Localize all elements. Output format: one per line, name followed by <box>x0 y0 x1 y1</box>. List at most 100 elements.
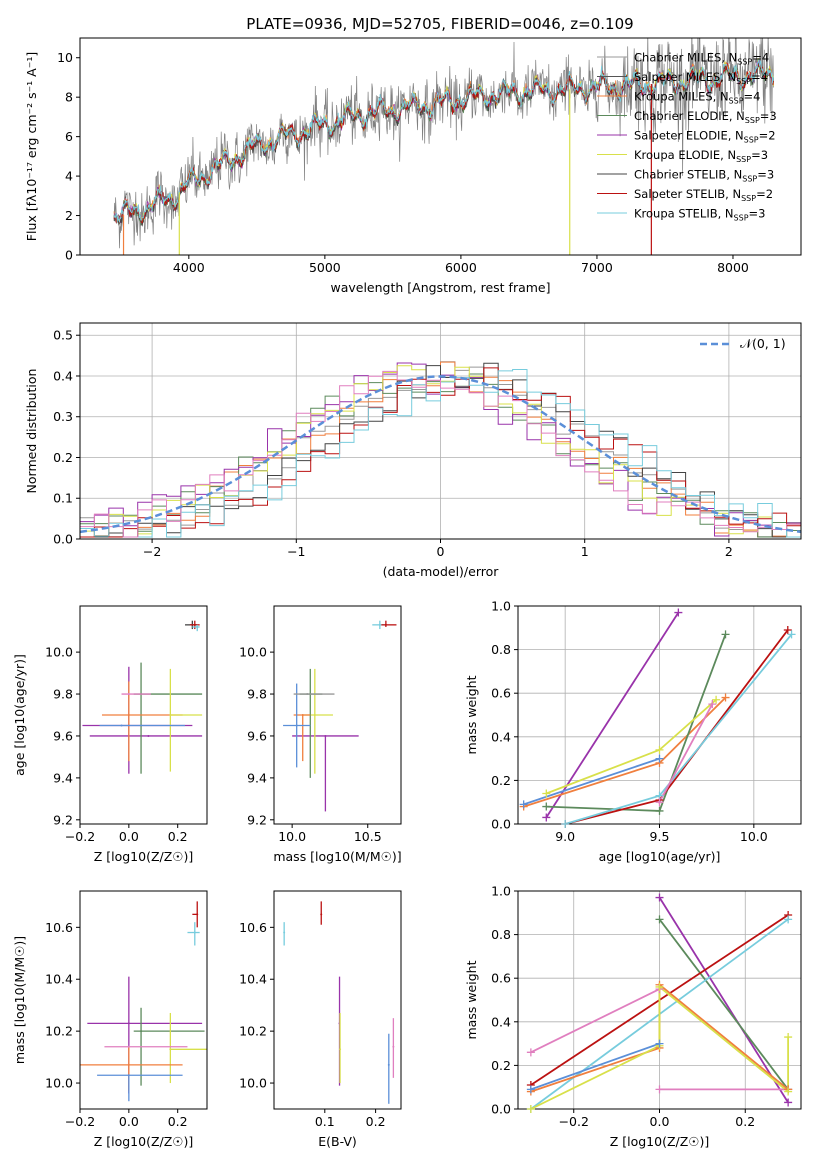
data-point <box>339 1048 342 1051</box>
weight-series-line <box>530 988 660 1054</box>
plus-marker <box>655 754 664 763</box>
y-tick-label: 10.0 <box>45 645 73 660</box>
x-tick-label: 5000 <box>309 260 341 275</box>
x-tick-label: 10.5 <box>354 829 382 844</box>
x-tick-label: −0.2 <box>559 1114 589 1129</box>
x-tick-label: −1 <box>287 544 305 559</box>
data-point <box>320 913 323 916</box>
plus-marker <box>674 608 683 617</box>
y-tick-label: 10.6 <box>239 920 267 935</box>
plus-marker <box>542 789 551 798</box>
model-spectrum-line <box>113 59 774 223</box>
plot-area <box>113 38 774 255</box>
data-point <box>120 724 123 727</box>
data-point <box>127 1063 130 1066</box>
plus-marker <box>787 630 796 639</box>
data-point <box>169 714 172 716</box>
data-point <box>127 693 130 696</box>
plus-marker <box>784 1033 793 1042</box>
plus-marker <box>655 798 664 807</box>
weight-series-line <box>546 633 727 812</box>
x-tick-label: 7000 <box>581 260 613 275</box>
x-tick-label: −2 <box>143 544 161 559</box>
y-axis-label: Normed distribution <box>24 369 39 494</box>
data-point <box>283 931 286 934</box>
weight-series-line <box>545 612 680 818</box>
plot-area <box>80 901 207 1102</box>
extinction-mass-plot: 0.1 0.2 10.0 10.2 10.4 10.6 E(B-V) <box>239 890 402 1149</box>
y-tick-label: 10.6 <box>45 920 73 935</box>
metallicity-mass-plot: −0.2 0.0 0.2 10.0 10.2 10.4 10.6 Z [log10(Z/Z☉)… <box>12 890 208 1149</box>
y-tick-label: 10.4 <box>45 972 73 987</box>
plus-marker <box>542 802 551 811</box>
x-tick-label: 9.0 <box>555 829 575 844</box>
y-tick-label: 9.8 <box>53 687 73 702</box>
data-point <box>295 724 298 727</box>
data-point <box>169 1048 172 1051</box>
x-tick-label: −0.2 <box>65 829 95 844</box>
plus-marker <box>712 695 721 704</box>
x-tick-label: 0.2 <box>735 1114 755 1129</box>
data-point <box>193 931 196 934</box>
y-axis-label: Flux [fλ10⁻¹⁷ erg cm⁻² s⁻¹ A⁻¹] <box>24 52 39 241</box>
x-tick-label: 0 <box>437 544 445 559</box>
y-tick-label: 0 <box>65 248 73 263</box>
weight-series-line <box>564 629 789 824</box>
weight-series-line <box>523 757 660 806</box>
axes-frame <box>79 37 802 256</box>
legend-label: Salpeter STELIB, NSSP=2 <box>634 187 773 203</box>
plus-marker <box>526 1048 535 1057</box>
x-tick-label: 4000 <box>173 260 205 275</box>
y-tick-label: 10.4 <box>239 972 267 987</box>
plus-marker <box>784 1098 793 1107</box>
plot-area <box>82 620 203 774</box>
y-tick-label: 9.2 <box>53 812 73 827</box>
plot-area <box>283 901 395 1104</box>
plus-marker <box>519 800 528 809</box>
x-tick-label: 0.2 <box>168 829 188 844</box>
y-tick-label: 6 <box>65 129 73 144</box>
x-axis-label: age [log10(age/yr)] <box>599 849 721 864</box>
x-tick-label: −0.2 <box>65 1114 95 1129</box>
y-tick-label: 1.0 <box>491 599 511 614</box>
legend-label: Kroupa MILES, NSSP=4 <box>634 90 760 106</box>
x-tick-label: 0.1 <box>315 1114 335 1129</box>
plot-area <box>80 361 801 538</box>
x-tick-label: 8000 <box>717 260 749 275</box>
data-point <box>196 625 199 628</box>
legend-label: Salpeter MILES, NSSP=4 <box>634 70 768 86</box>
data-point <box>127 1074 130 1077</box>
data-point <box>127 1022 130 1025</box>
y-tick-label: 9.8 <box>247 687 267 702</box>
y-tick-label: 0.2 <box>53 450 73 465</box>
plot-area <box>283 620 397 812</box>
plus-marker <box>655 806 664 815</box>
weight-series-line <box>658 918 789 1090</box>
figure-title: PLATE=0936, MJD=52705, FIBERID=0046, z=0… <box>246 15 633 33</box>
y-tick-label: 0.4 <box>53 368 73 383</box>
y-tick-label: 8 <box>65 90 73 105</box>
data-point <box>378 623 381 626</box>
y-tick-label: 0.4 <box>491 729 511 744</box>
plus-marker <box>542 813 551 822</box>
axes-frame <box>273 890 402 1110</box>
y-tick-label: 10.0 <box>239 1076 267 1091</box>
y-axis-label: mass weight <box>464 675 479 754</box>
spectrum-plot: 4000 5000 6000 7000 8000 0 2 4 6 8 10 wavelength [A… <box>24 37 802 295</box>
x-axis-label: mass [log10(M/M☉)] <box>273 849 401 864</box>
data-point <box>301 714 304 716</box>
x-axis-label: Z [log10(Z/Z☉)] <box>94 849 194 864</box>
weight-series-line <box>530 1042 660 1091</box>
data-point <box>127 1045 130 1048</box>
y-tick-label: 0.0 <box>491 817 511 832</box>
x-tick-label: 0.0 <box>119 1114 139 1129</box>
plus-marker <box>655 982 664 991</box>
data-point <box>193 623 196 626</box>
y-axis-label: mass weight <box>464 960 479 1039</box>
weight-series-line <box>658 703 714 803</box>
plus-marker <box>708 700 717 709</box>
y-tick-label: 0.8 <box>491 927 511 942</box>
y-tick-label: 10.2 <box>45 1024 73 1039</box>
metallicity-age-plot: −0.2 0.0 0.2 9.2 9.4 9.6 9.8 10.0 Z [log10(Z/Z☉)… <box>12 605 208 864</box>
